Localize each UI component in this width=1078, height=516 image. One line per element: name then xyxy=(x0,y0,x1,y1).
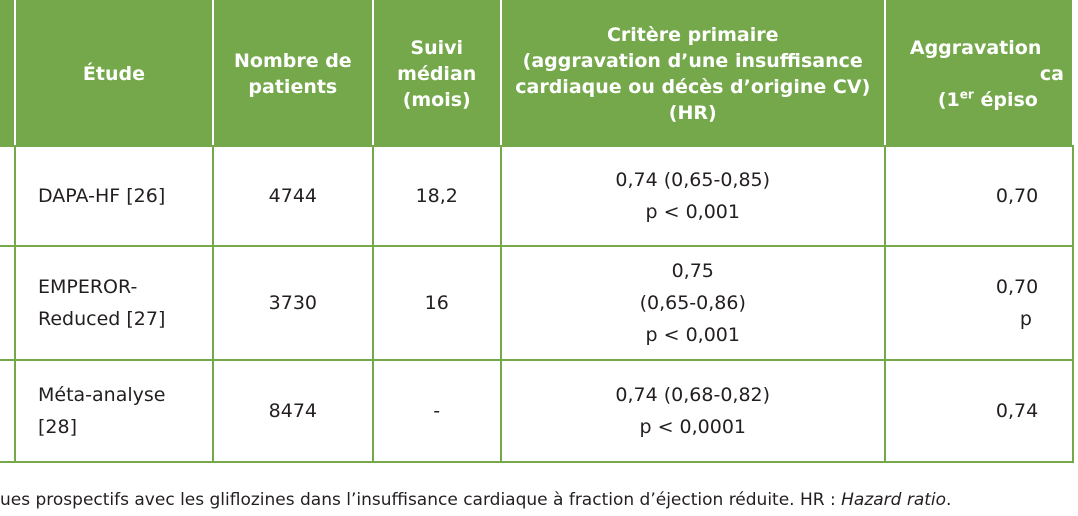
table-caption: ues prospectifs avec les gliflozines dan… xyxy=(0,490,951,510)
header-worsening-superscript: er xyxy=(959,87,974,102)
table-header-row: Étude Nombre de patients Suivi médian (m… xyxy=(0,0,1075,147)
header-followup: Suivi médian (mois) xyxy=(371,0,502,147)
caption-italic: Hazard ratio xyxy=(841,490,947,510)
header-primary-line: (HR) xyxy=(668,101,717,124)
cell-line: 0,70 xyxy=(995,276,1039,298)
table-row: Méta-analyse [28] 8474 - 0,74 (0,68-0,82… xyxy=(0,359,1075,463)
cell-line: EMPEROR- xyxy=(38,276,138,298)
header-study-label: Étude xyxy=(82,62,145,85)
cell-followup: 16 xyxy=(371,245,502,361)
header-followup-line: (mois) xyxy=(402,88,471,111)
cell-followup: - xyxy=(371,359,502,463)
cell-primary-endpoint: 0,75 (0,65-0,86) p < 0,001 xyxy=(499,245,886,361)
table-row: DAPA-HF [26] 4744 18,2 0,74 (0,65-0,85) … xyxy=(0,145,1075,247)
header-primary-endpoint: Critère primaire (aggravation d’une insu… xyxy=(499,0,886,147)
caption-end: . xyxy=(946,490,952,510)
cell-line: p xyxy=(1019,308,1032,330)
header-worsening-line: ca xyxy=(910,61,1064,87)
header-patients-line: patients xyxy=(248,75,338,98)
header-worsening-text: ca xyxy=(1039,62,1064,85)
header-primary-line: Critère primaire xyxy=(606,23,779,46)
cell-line: 0,74 (0,68-0,82) xyxy=(615,384,771,406)
cell-line: p < 0,001 xyxy=(645,324,740,346)
header-worsening-line: (1er épiso xyxy=(910,87,1064,113)
header-cell-edge xyxy=(0,0,16,147)
cell-patients: 8474 xyxy=(211,359,374,463)
cell-line: p < 0,0001 xyxy=(639,416,747,438)
cell-patients: 4744 xyxy=(211,145,374,247)
caption-text: ues prospectifs avec les gliflozines dan… xyxy=(0,490,842,510)
cell-line: 0,70 xyxy=(995,185,1039,207)
cell-line: 0,74 (0,65-0,85) xyxy=(615,169,771,191)
cell-study: EMPEROR- Reduced [27] xyxy=(14,245,214,361)
header-followup-line: Suivi xyxy=(410,36,464,59)
header-study: Étude xyxy=(14,0,214,147)
edge-cell xyxy=(0,145,16,247)
edge-cell xyxy=(0,359,16,463)
cell-line: 0,75 xyxy=(671,260,714,282)
cell-line: 0,74 xyxy=(995,400,1039,422)
cell-study: DAPA-HF [26] xyxy=(14,145,214,247)
header-worsening-text: (1 xyxy=(937,88,960,111)
results-table: Étude Nombre de patients Suivi médian (m… xyxy=(0,0,1075,463)
header-primary-line: cardiaque ou décès d’origine CV) xyxy=(515,75,871,98)
header-worsening-line: Aggravation xyxy=(909,36,1042,59)
header-patients-line: Nombre de xyxy=(233,49,352,72)
header-patients: Nombre de patients xyxy=(211,0,374,147)
cell-worsening: 0,70 p xyxy=(883,245,1075,361)
header-followup-line: médian xyxy=(397,62,477,85)
cell-patients: 3730 xyxy=(211,245,374,361)
cell-worsening: 0,70 xyxy=(883,145,1075,247)
header-worsening-text: épiso xyxy=(973,88,1038,111)
cell-followup: 18,2 xyxy=(371,145,502,247)
table-row: EMPEROR- Reduced [27] 3730 16 0,75 (0,65… xyxy=(0,245,1075,361)
cell-line: p < 0,001 xyxy=(645,201,740,223)
header-primary-line: (aggravation d’une insuffisance xyxy=(522,49,863,72)
cell-line: (0,65-0,86) xyxy=(639,292,746,314)
cell-primary-endpoint: 0,74 (0,65-0,85) p < 0,001 xyxy=(499,145,886,247)
header-worsening: Aggravation ca (1er épiso xyxy=(883,0,1075,147)
cell-line: Reduced [27] xyxy=(38,308,166,330)
cell-worsening: 0,74 xyxy=(883,359,1075,463)
cell-primary-endpoint: 0,74 (0,68-0,82) p < 0,0001 xyxy=(499,359,886,463)
edge-cell xyxy=(0,245,16,361)
cell-study: Méta-analyse [28] xyxy=(14,359,214,463)
